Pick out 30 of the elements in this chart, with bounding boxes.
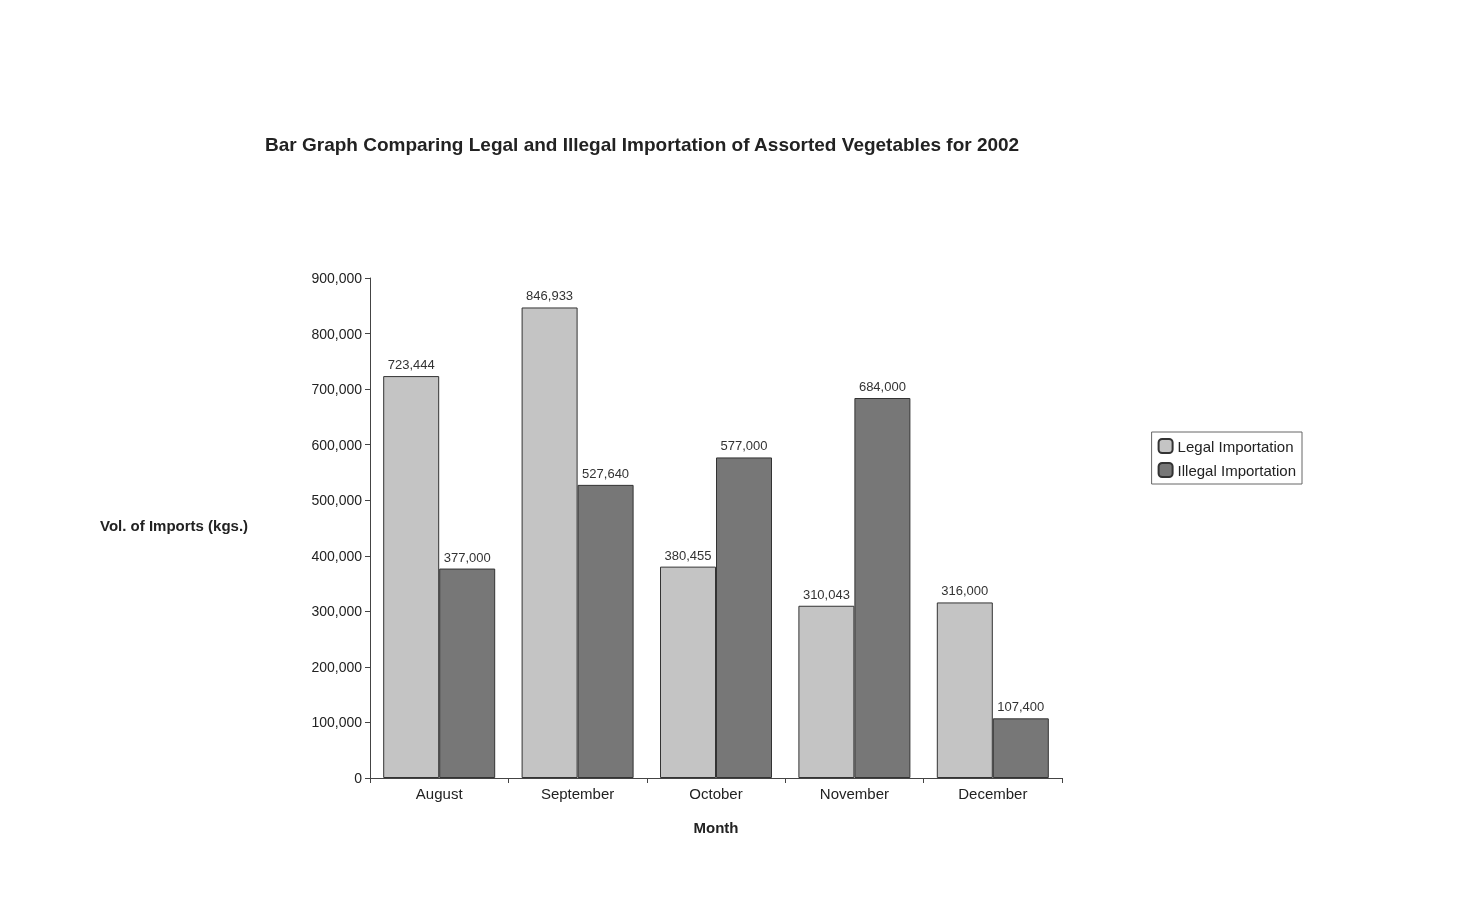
data-label: 377,000 — [443, 549, 491, 565]
y-tick-label: 600,000 — [311, 436, 363, 453]
y-tick-label: 500,000 — [311, 492, 363, 509]
data-label: 527,640 — [582, 465, 630, 481]
data-label: 316,000 — [941, 583, 989, 599]
data-label: 577,000 — [720, 438, 768, 454]
y-tick-label: 300,000 — [311, 603, 363, 620]
y-tick-label: 200,000 — [311, 658, 363, 675]
x-tick-label: November — [819, 785, 889, 802]
y-tick-label: 700,000 — [311, 381, 363, 398]
y-tick-label: 0 — [354, 770, 363, 786]
y-axis-title: Vol. of Imports (kgs.) — [100, 517, 249, 534]
data-label: 380,455 — [664, 547, 712, 563]
legend-label: Legal Importation — [1177, 437, 1294, 455]
data-label: 107,400 — [997, 699, 1045, 715]
x-tick-label: September — [540, 785, 615, 802]
data-label: 846,933 — [526, 288, 574, 304]
x-tick-label: August — [415, 785, 464, 802]
data-label: 684,000 — [858, 379, 906, 394]
chart-title: Bar Graph Comparing Legal and Illegal Importation of Assorted Vegetables for 2002 — [265, 134, 1020, 155]
legend-label: Illegal Importation — [1177, 461, 1297, 479]
x-tick-label: October — [689, 785, 743, 802]
y-tick-label: 800,000 — [311, 325, 363, 342]
data-label: 310,043 — [802, 586, 850, 602]
y-tick-label: 100,000 — [311, 714, 363, 731]
x-tick-label: December — [958, 785, 1028, 802]
x-axis-title: Month — [693, 819, 739, 836]
data-label: 723,444 — [387, 357, 435, 373]
y-tick-label: 900,000 — [311, 270, 363, 286]
y-tick-label: 400,000 — [311, 547, 363, 564]
